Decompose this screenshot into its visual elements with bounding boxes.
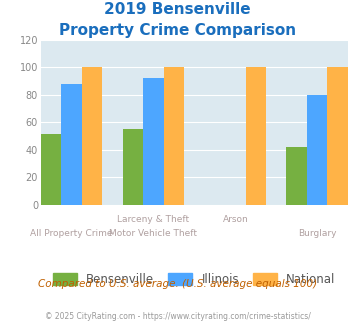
Bar bbox=[143, 78, 164, 205]
Text: Property Crime Comparison: Property Crime Comparison bbox=[59, 23, 296, 38]
Text: © 2025 CityRating.com - https://www.cityrating.com/crime-statistics/: © 2025 CityRating.com - https://www.city… bbox=[45, 312, 310, 321]
Bar bbox=[246, 67, 266, 205]
Bar bbox=[61, 83, 82, 205]
Bar bbox=[286, 147, 307, 205]
Text: Burglary: Burglary bbox=[298, 229, 337, 238]
Text: Arson: Arson bbox=[223, 214, 248, 223]
Bar bbox=[123, 129, 143, 205]
Bar bbox=[41, 135, 61, 205]
Text: Motor Vehicle Theft: Motor Vehicle Theft bbox=[109, 229, 197, 238]
Bar bbox=[307, 95, 327, 205]
Text: 2019 Bensenville: 2019 Bensenville bbox=[104, 2, 251, 16]
Bar bbox=[164, 67, 184, 205]
Bar bbox=[327, 67, 348, 205]
Text: Compared to U.S. average. (U.S. average equals 100): Compared to U.S. average. (U.S. average … bbox=[38, 279, 317, 289]
Legend: Bensenville, Illinois, National: Bensenville, Illinois, National bbox=[53, 273, 336, 286]
Bar bbox=[82, 67, 102, 205]
Text: All Property Crime: All Property Crime bbox=[30, 229, 113, 238]
Text: Larceny & Theft: Larceny & Theft bbox=[118, 214, 190, 223]
